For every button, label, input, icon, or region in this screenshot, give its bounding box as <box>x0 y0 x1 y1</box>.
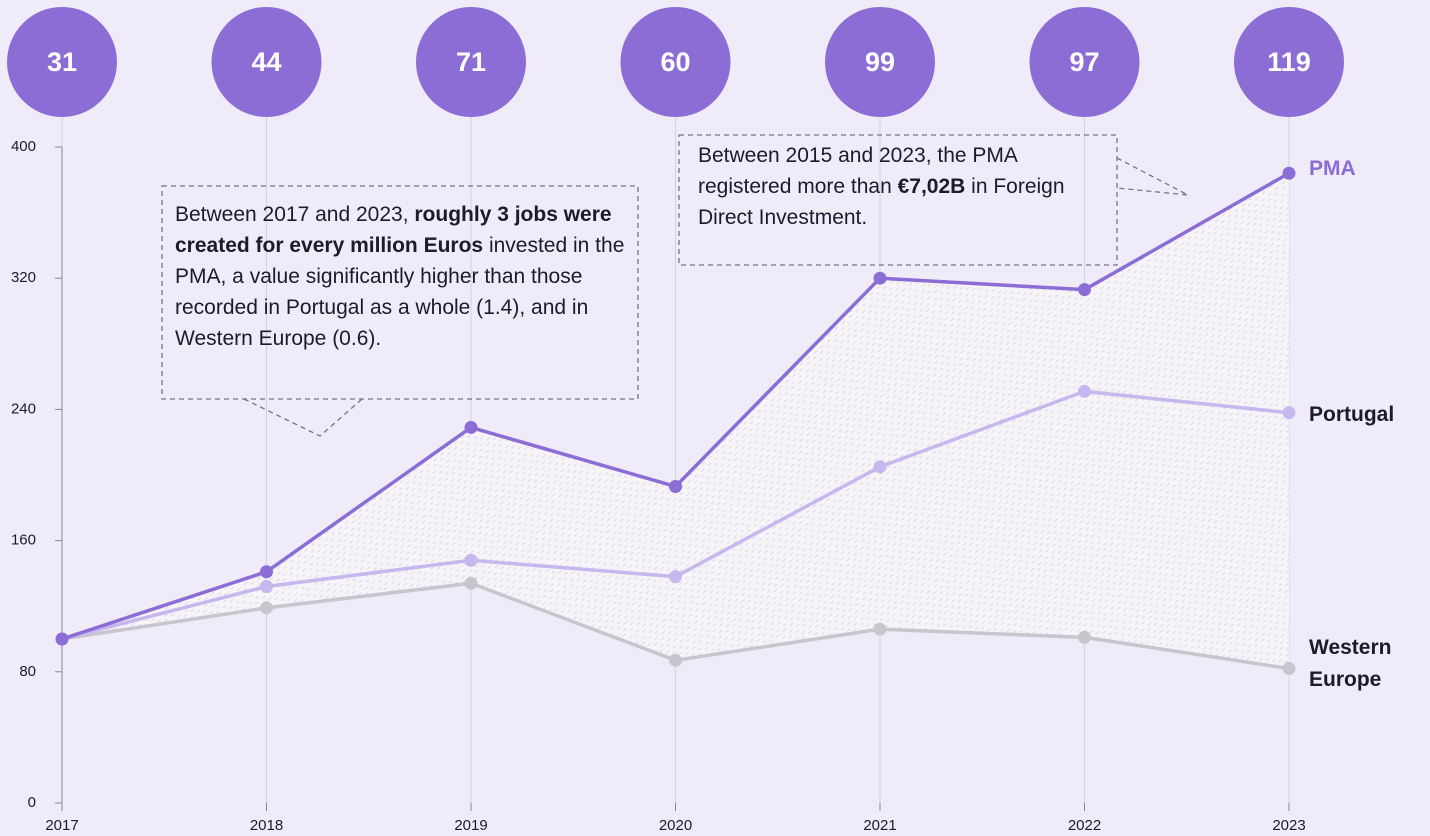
point <box>873 622 887 636</box>
value-bubble <box>825 7 935 117</box>
note-box <box>161 185 639 400</box>
annotation-text: Between 2015 and 2023, the PMA registere… <box>698 144 1017 198</box>
bubble-label: 44 <box>251 47 281 77</box>
point <box>1078 384 1091 398</box>
point <box>464 553 478 567</box>
note-pointer <box>243 398 363 437</box>
series-label: PMA <box>1309 157 1356 181</box>
bubble-label: 71 <box>456 47 486 77</box>
annotation-text: roughly 3 jobs were created for every mi… <box>175 203 612 257</box>
x-tick-label: 2017 <box>45 817 78 834</box>
y-tick-label: 0 <box>28 794 36 811</box>
lines <box>55 166 1296 676</box>
point <box>669 570 682 584</box>
y-tick-label: 240 <box>11 400 36 417</box>
x-tick-label: 2021 <box>863 817 896 834</box>
point <box>1078 283 1091 297</box>
value-bubble <box>211 7 322 117</box>
annotation: Between 2015 and 2023, the PMA registere… <box>698 140 1098 233</box>
point <box>260 565 273 579</box>
value-bubble <box>1234 7 1344 117</box>
annotation-text: in Foreign Direct Investment. <box>698 175 1065 229</box>
bubble-label: 31 <box>47 47 77 77</box>
bubble-label: 119 <box>1267 47 1311 77</box>
point <box>873 271 887 285</box>
value-bubble <box>620 7 731 117</box>
series-label: Portugal <box>1309 402 1395 426</box>
note-box <box>678 134 1118 266</box>
bubble-label: 99 <box>865 47 895 77</box>
range-area <box>62 173 1289 669</box>
annotation-text: €7,02B <box>897 175 966 198</box>
annotation-text: invested in the PMA, a value significant… <box>175 234 625 350</box>
x-tick-label: 2022 <box>1068 817 1101 834</box>
value-bubble <box>7 7 117 117</box>
grid: 0 80 160 240 320 400 2017 31 2018 44 2019 71 2020 60 2… <box>7 7 1344 834</box>
x-tick-label: 2023 <box>1272 817 1305 834</box>
value-bubble <box>416 7 526 117</box>
x-tick-label: 2018 <box>250 817 283 834</box>
point <box>873 460 887 474</box>
point <box>669 653 682 667</box>
bubble-label: 60 <box>660 47 690 77</box>
point <box>1282 662 1296 676</box>
area-layer <box>62 173 1289 669</box>
y-tick-label: 320 <box>11 269 36 286</box>
point <box>669 479 682 493</box>
note-pointer <box>1116 157 1189 196</box>
point <box>260 580 273 594</box>
point <box>464 420 478 434</box>
annotation-text: Between 2017 and 2023, <box>175 203 415 226</box>
point <box>260 601 273 615</box>
point <box>55 632 69 646</box>
series-label: Western Europe <box>1309 635 1392 691</box>
bubble-label: 97 <box>1069 47 1099 77</box>
point <box>1282 406 1296 420</box>
point <box>464 576 478 590</box>
x-tick-label: 2020 <box>659 817 692 834</box>
value-bubble <box>1029 7 1140 117</box>
y-tick-label: 160 <box>11 532 36 549</box>
y-tick-label: 80 <box>19 663 36 680</box>
point <box>1078 630 1091 644</box>
point <box>1282 166 1296 180</box>
annotation: Between 2017 and 2023, roughly 3 jobs we… <box>175 199 625 354</box>
y-tick-label: 400 <box>11 138 36 155</box>
x-tick-label: 2019 <box>454 817 487 834</box>
